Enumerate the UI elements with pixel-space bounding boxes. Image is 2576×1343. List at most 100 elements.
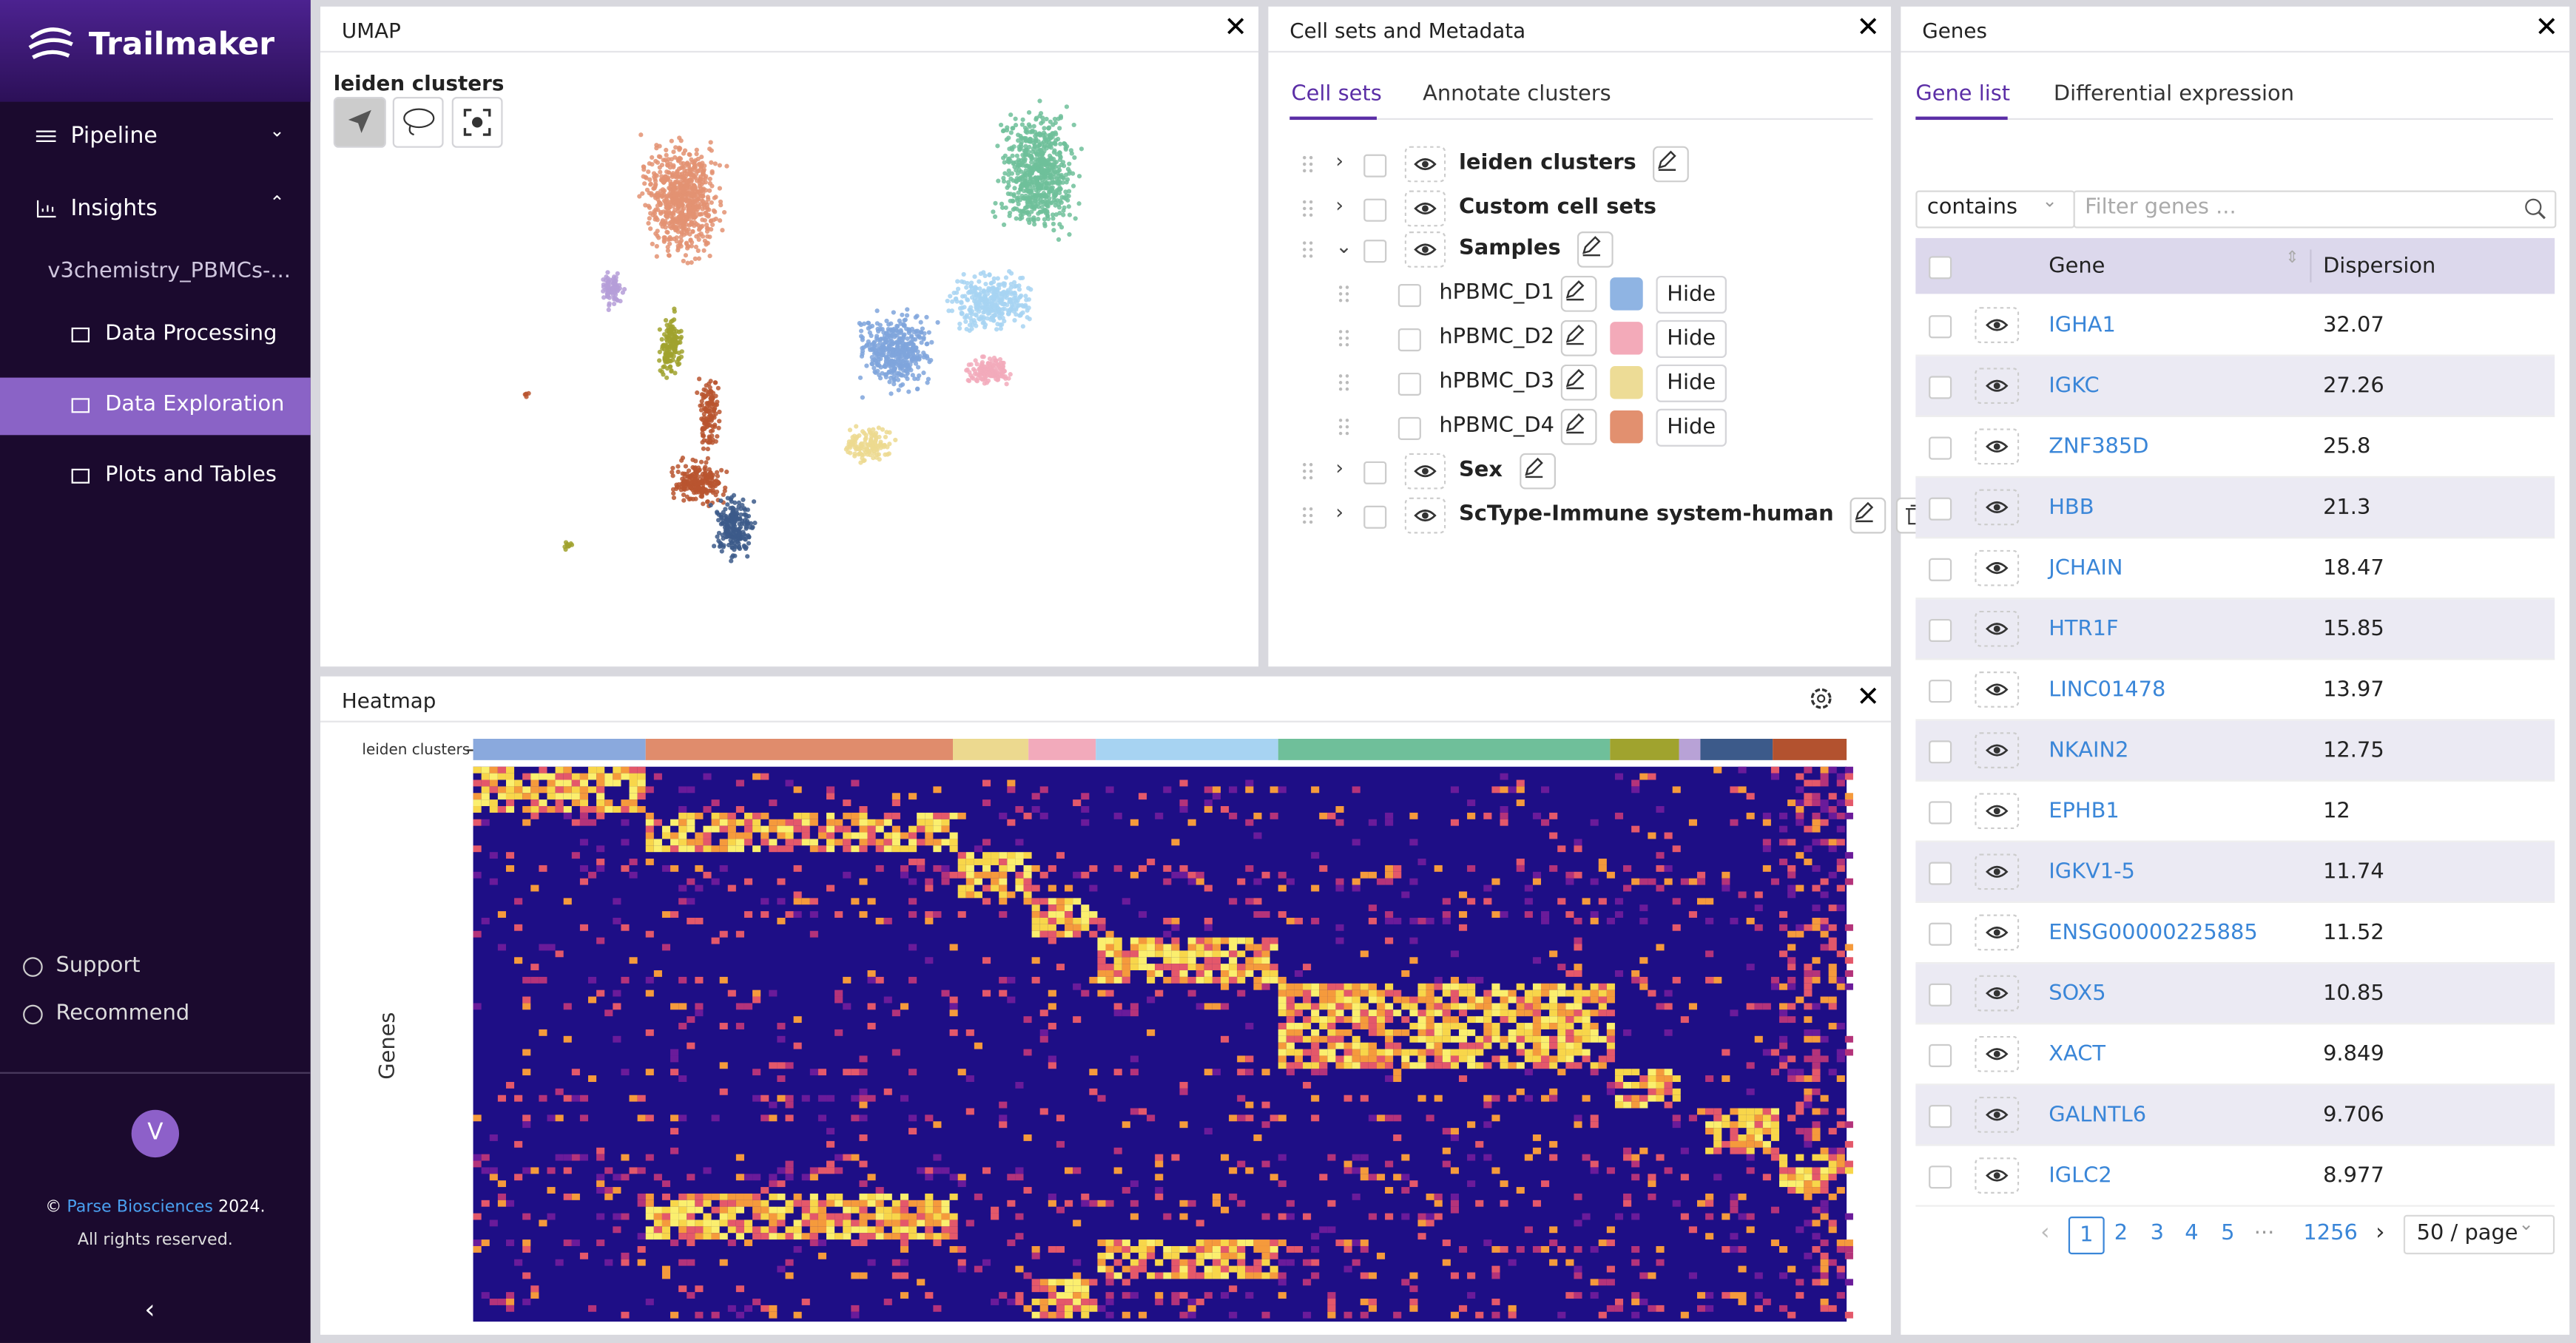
heatmap-cell xyxy=(1524,1049,1533,1056)
umap-point xyxy=(704,226,709,231)
umap-point xyxy=(999,201,1005,206)
settings-button[interactable] xyxy=(1809,686,1833,711)
heatmap-cell xyxy=(925,884,934,892)
heatmap-cell xyxy=(891,799,900,807)
tab[interactable]: Annotate clusters xyxy=(1423,82,1611,107)
umap-point xyxy=(659,336,664,342)
heatmap-cell xyxy=(1787,983,1796,990)
umap-point xyxy=(1064,104,1070,109)
heatmap-cell xyxy=(588,773,597,780)
umap-point xyxy=(966,378,972,384)
umap-point xyxy=(913,361,919,366)
fit-tool[interactable] xyxy=(451,96,503,148)
umap-point xyxy=(1032,206,1037,212)
umap-point xyxy=(671,185,676,190)
umap-point xyxy=(617,285,622,291)
filter-input[interactable] xyxy=(2073,190,2557,229)
tab[interactable]: Cell sets xyxy=(1291,82,1382,107)
umap-point xyxy=(1071,122,1076,128)
umap-point xyxy=(563,547,568,552)
heatmap-cell xyxy=(1804,1035,1813,1043)
heatmap-cell xyxy=(1409,1009,1418,1017)
heatmap-cell xyxy=(1401,1049,1410,1056)
umap-point xyxy=(656,154,662,159)
heatmap-cell xyxy=(1245,786,1254,794)
heatmap-cell xyxy=(1557,845,1566,853)
heatmap-cell xyxy=(1039,924,1048,931)
close-button[interactable]: ✕ xyxy=(1856,681,1881,714)
copyright-link[interactable]: Parse Biosciences xyxy=(67,1198,213,1217)
heatmap-cell xyxy=(1409,1035,1418,1043)
umap-point xyxy=(703,419,708,424)
heatmap-cell xyxy=(1303,1081,1312,1089)
heatmap-cell xyxy=(735,779,744,787)
umap-point xyxy=(1042,163,1048,168)
column-header[interactable]: Dispersion xyxy=(2323,254,2436,280)
umap-point xyxy=(1057,190,1062,195)
heatmap-cell xyxy=(883,996,892,1004)
lasso-icon xyxy=(403,108,435,136)
heatmap-cell xyxy=(974,1042,982,1049)
umap-point xyxy=(692,167,697,173)
sort-icon[interactable]: ⇕ xyxy=(2285,249,2299,268)
heatmap-cell xyxy=(1796,819,1804,826)
avatar[interactable]: V xyxy=(131,1109,180,1158)
heatmap-cell xyxy=(1138,865,1147,872)
umap-point xyxy=(523,392,528,397)
umap-point xyxy=(1031,167,1036,172)
umap-point xyxy=(999,371,1005,376)
column-header[interactable]: Gene xyxy=(2049,254,2105,280)
close-button[interactable]: ✕ xyxy=(1856,11,1881,44)
heatmap-cell xyxy=(1631,779,1640,787)
umap-point xyxy=(1022,125,1028,131)
close-button[interactable]: ✕ xyxy=(2535,11,2559,44)
heatmap-cell xyxy=(687,917,695,924)
umap-point xyxy=(729,558,734,564)
umap-point xyxy=(661,372,666,377)
heatmap-cell xyxy=(670,1003,679,1010)
heatmap-cell xyxy=(1458,1009,1468,1017)
heatmap-cell xyxy=(1532,1003,1542,1010)
heatmap-cell xyxy=(1500,1062,1508,1069)
close-button[interactable]: ✕ xyxy=(1224,11,1248,44)
heatmap-cell xyxy=(843,976,852,984)
heatmap-cell xyxy=(1812,825,1821,833)
heatmap-cell xyxy=(1294,990,1304,997)
panel-header-border xyxy=(1901,50,2570,53)
select-all-checkbox[interactable] xyxy=(1929,256,1952,280)
heatmap-cell xyxy=(1828,924,1837,931)
heatmap-cell xyxy=(637,793,646,800)
search-button[interactable] xyxy=(2518,192,2551,227)
heatmap-cell xyxy=(579,839,589,846)
umap-point xyxy=(697,183,702,189)
heatmap-cell xyxy=(752,990,761,997)
heatmap-cell xyxy=(514,924,523,931)
heatmap-cell xyxy=(481,819,490,826)
heatmap-cell xyxy=(1311,1049,1320,1056)
umap-point xyxy=(1016,303,1021,308)
umap-point xyxy=(749,525,755,531)
select-tool[interactable] xyxy=(333,96,386,148)
heatmap-cell xyxy=(1779,924,1788,931)
heatmap-cell xyxy=(1204,944,1213,951)
heatmap-cell xyxy=(1393,871,1402,879)
umap-point xyxy=(1044,146,1049,151)
collapse-button[interactable]: ‹ xyxy=(144,1293,155,1325)
heatmap-cell xyxy=(1804,859,1813,865)
heatmap-cell xyxy=(1664,878,1673,885)
heatmap-cell xyxy=(1491,1003,1500,1010)
umap-point xyxy=(720,532,725,538)
heatmap-cell xyxy=(1598,859,1607,865)
umap-point xyxy=(860,429,866,434)
heatmap-cell xyxy=(571,1069,580,1076)
heatmap-cell xyxy=(1804,983,1813,990)
heatmap-cell xyxy=(744,911,753,918)
umap-point xyxy=(724,521,729,526)
heatmap-cell xyxy=(1147,859,1156,865)
tab[interactable]: Differential expression xyxy=(2053,82,2295,107)
heatmap-cell xyxy=(653,970,662,977)
heatmap-cell xyxy=(957,852,966,859)
lasso-tool[interactable] xyxy=(392,96,444,148)
tab[interactable]: Gene list xyxy=(1915,82,2011,107)
heatmap-cell xyxy=(1122,950,1130,958)
